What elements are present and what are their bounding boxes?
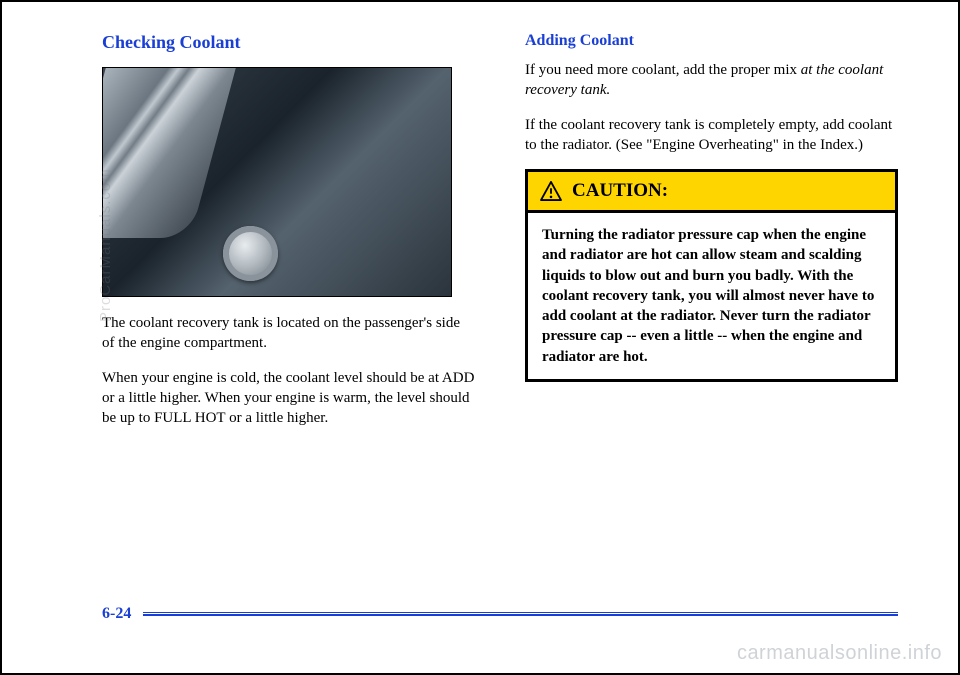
section-heading-adding: Adding Coolant [525, 32, 898, 50]
right-column: Adding Coolant If you need more coolant,… [525, 32, 898, 442]
body-paragraph: If the coolant recovery tank is complete… [525, 115, 898, 156]
footer-rule [143, 612, 898, 616]
bottom-watermark: carmanualsonline.info [737, 642, 942, 665]
page-footer: 6-24 [102, 605, 898, 623]
side-watermark: ProCarManuals.com [97, 168, 114, 322]
body-paragraph: If you need more coolant, add the proper… [525, 60, 898, 101]
text-run: If you need more coolant, add the proper… [525, 62, 801, 78]
caution-header: CAUTION: [528, 172, 895, 213]
body-paragraph: When your engine is cold, the coolant le… [102, 368, 475, 429]
page-number: 6-24 [102, 605, 131, 623]
caution-body-text: Turning the radiator pressure cap when t… [528, 213, 895, 379]
caution-box: CAUTION: Turning the radiator pressure c… [525, 169, 898, 382]
coolant-tank-photo [102, 67, 452, 297]
left-column: Checking Coolant The coolant recovery ta… [102, 32, 475, 442]
manual-page: Checking Coolant The coolant recovery ta… [0, 0, 960, 675]
caution-label: CAUTION: [572, 180, 668, 202]
section-heading-checking: Checking Coolant [102, 32, 475, 53]
two-column-layout: Checking Coolant The coolant recovery ta… [102, 32, 898, 442]
body-paragraph: The coolant recovery tank is located on … [102, 313, 475, 354]
warning-triangle-icon [540, 181, 562, 201]
